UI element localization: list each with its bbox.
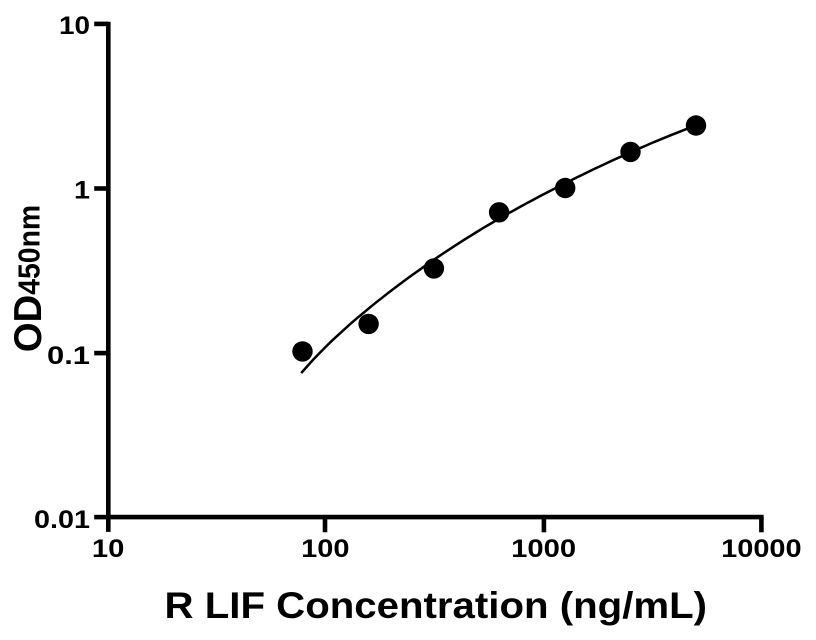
- svg-text:0.1: 0.1: [47, 342, 90, 370]
- svg-text:R LIF Concentration (ng/mL): R LIF Concentration (ng/mL): [165, 585, 708, 626]
- svg-text:100: 100: [301, 535, 349, 563]
- svg-text:1000: 1000: [511, 535, 576, 563]
- svg-text:0.01: 0.01: [34, 506, 90, 534]
- svg-text:OD450nm: OD450nm: [7, 205, 50, 353]
- svg-text:10000: 10000: [721, 535, 802, 563]
- svg-text:10: 10: [59, 12, 90, 40]
- svg-text:10: 10: [92, 535, 125, 563]
- svg-text:1: 1: [74, 176, 90, 204]
